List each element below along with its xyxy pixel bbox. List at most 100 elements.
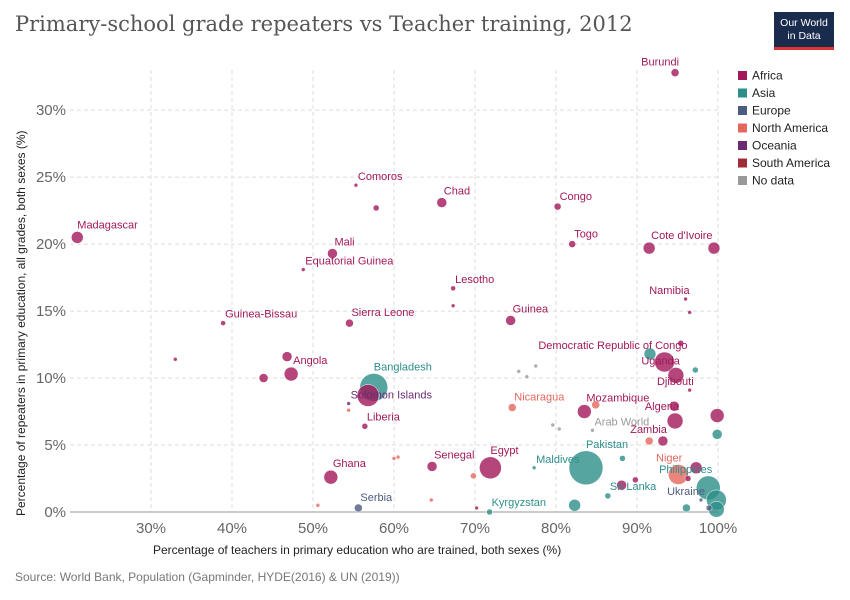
point-label: Chad	[444, 186, 470, 198]
data-point	[479, 456, 502, 480]
logo-line-1: Our World	[780, 17, 828, 29]
data-point	[531, 465, 537, 471]
data-point	[683, 296, 688, 302]
data-point	[644, 436, 654, 446]
data-point	[508, 403, 517, 412]
data-point	[353, 182, 359, 188]
x-tick-label: 70%	[460, 520, 490, 537]
point-label: Equatorial Guinea	[305, 256, 394, 268]
x-tick-label: 100%	[699, 520, 737, 537]
data-point	[553, 202, 562, 211]
data-point	[642, 241, 656, 255]
data-point	[429, 497, 434, 503]
data-point	[669, 400, 680, 412]
point-label: Serbia	[360, 492, 393, 504]
x-tick-label: 80%	[541, 520, 571, 537]
chart-title: Primary-school grade repeaters vs Teache…	[15, 12, 633, 36]
x-tick-label: 60%	[379, 520, 409, 537]
point-label: Zambia	[630, 424, 668, 436]
legend-swatch	[738, 71, 747, 80]
legend: Africa Asia Europe North America Oceania Sout…	[738, 69, 830, 188]
data-point	[486, 508, 493, 516]
data-point	[568, 240, 576, 248]
y-tick-label: 30%	[36, 102, 66, 119]
data-point	[315, 503, 321, 508]
data-point	[220, 320, 226, 326]
data-point	[323, 469, 339, 485]
point-label: Pakistan	[586, 439, 628, 451]
data-point	[616, 479, 627, 491]
data-point	[426, 461, 438, 472]
data-point	[654, 351, 675, 373]
point-label: Maldives	[536, 454, 580, 466]
data-point	[524, 374, 530, 379]
data-point	[590, 428, 595, 433]
data-point	[470, 472, 477, 480]
source-note: Source: World Bank, Population (Gapminde…	[15, 570, 400, 584]
point-label: Guinea	[513, 303, 549, 315]
data-point	[346, 401, 351, 406]
data-point	[281, 351, 293, 362]
legend-item: North America	[752, 121, 828, 135]
data-point	[677, 339, 684, 347]
data-point	[643, 347, 657, 361]
y-tick-label: 15%	[36, 303, 66, 320]
legend-item: Oceania	[752, 139, 797, 153]
y-tick-label: 10%	[36, 370, 66, 387]
point-label: Burundi	[641, 57, 679, 69]
data-point	[516, 369, 521, 374]
x-tick-label: 40%	[217, 520, 247, 537]
legend-swatch	[738, 106, 747, 115]
data-point	[684, 475, 692, 482]
point-label: Angola	[293, 355, 328, 367]
grid-lines	[70, 70, 719, 513]
data-point	[436, 197, 448, 208]
point-label: Sri Lanka	[610, 481, 657, 493]
point-label: Djibouti	[657, 376, 694, 388]
data-point	[301, 267, 306, 272]
x-tick-label: 30%	[136, 520, 166, 537]
point-label: Lesotho	[455, 274, 494, 286]
point-label: Bangladesh	[374, 361, 432, 373]
data-point	[346, 407, 351, 413]
data-points	[71, 68, 727, 518]
point-label: Mozambique	[586, 393, 649, 405]
data-point	[71, 231, 84, 244]
legend-swatch	[738, 176, 747, 185]
y-tick-label: 25%	[36, 169, 66, 186]
data-point	[356, 384, 380, 407]
legend-item: Europe	[752, 104, 791, 118]
data-point	[556, 426, 562, 432]
data-point	[450, 303, 456, 308]
data-point	[705, 504, 713, 512]
data-point	[698, 497, 704, 503]
x-tick-label: 90%	[622, 520, 652, 537]
legend-item: No data	[752, 174, 794, 188]
data-point	[604, 492, 612, 500]
x-axis-ticks: 30% 40% 50% 60% 70% 80% 90% 100%	[136, 520, 737, 537]
data-point	[505, 315, 516, 326]
point-label: Philippines	[659, 464, 713, 476]
point-label: Nicaragua	[514, 392, 565, 404]
owid-logo[interactable]: Our World in Data	[774, 12, 834, 50]
logo-line-2: in Data	[787, 30, 821, 42]
legend-item: Asia	[752, 86, 776, 100]
data-point	[707, 241, 721, 255]
data-point	[591, 400, 600, 410]
data-point	[692, 366, 699, 374]
legend-swatch	[738, 158, 747, 168]
data-point	[283, 366, 299, 382]
y-axis-ticks: 0% 5% 10% 15% 20% 25% 30%	[36, 102, 66, 521]
point-label: Guinea-Bissau	[225, 309, 297, 321]
point-label: Mali	[334, 236, 354, 248]
legend-item: South America	[752, 156, 830, 170]
point-label: Togo	[574, 229, 598, 241]
data-point	[667, 367, 685, 384]
point-label: Senegal	[434, 449, 474, 461]
data-point	[711, 429, 723, 440]
data-point	[474, 505, 479, 511]
data-point	[550, 422, 556, 428]
legend-swatch	[738, 123, 747, 133]
legend-swatch	[738, 141, 747, 150]
data-point	[670, 68, 680, 77]
